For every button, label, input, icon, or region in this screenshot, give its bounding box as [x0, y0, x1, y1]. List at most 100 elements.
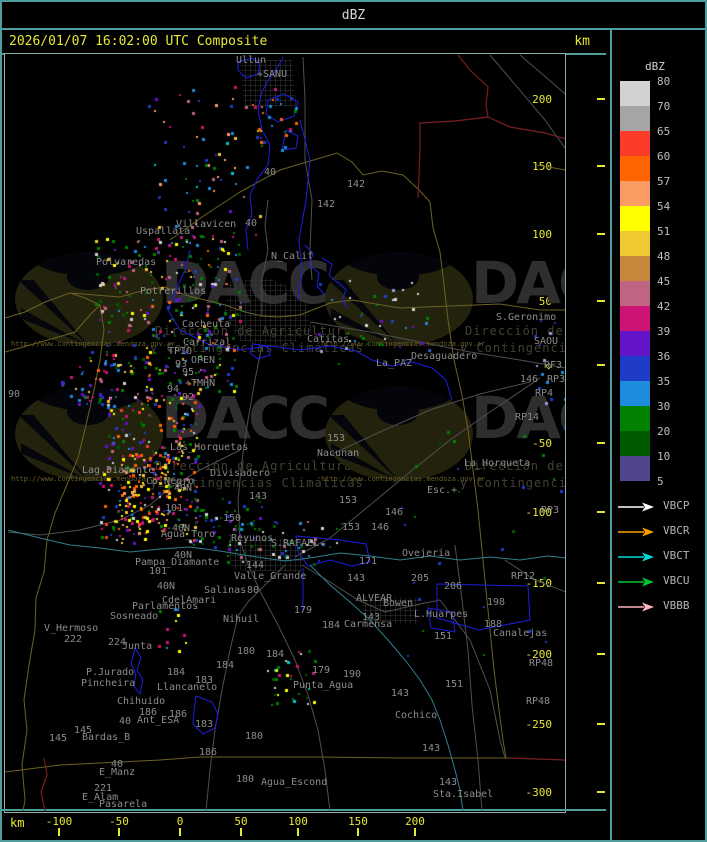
map-label: Carrizal — [183, 337, 232, 348]
map-label: 40 — [245, 218, 258, 229]
map-label: Bowen — [383, 598, 414, 609]
legend-scale-value: 35 — [657, 375, 671, 388]
map-label: 222 — [64, 634, 83, 645]
bottom-axis-unit-label: km — [10, 816, 25, 830]
legend-scale-value: 20 — [657, 425, 671, 438]
legend-scale-value: 60 — [657, 150, 671, 163]
map-label: 142 — [317, 199, 336, 210]
map-label: 186 — [169, 709, 188, 720]
date-row: 2026/01/07 16:02:00 UTC Composite km — [2, 30, 606, 55]
legend-scale-value: 65 — [657, 125, 671, 138]
map-label: 153 — [327, 433, 346, 444]
map-label: 146 — [371, 522, 390, 533]
map-label: 143 — [249, 491, 268, 502]
legend-scale-value: 48 — [657, 250, 671, 263]
legend-color-swatch — [620, 156, 650, 181]
map-label: 142 — [347, 179, 366, 190]
map-label: 101 — [149, 566, 168, 577]
map-label: Catitas — [307, 334, 350, 345]
vector-label: VBCU — [663, 574, 690, 587]
map-label: 206 — [444, 581, 463, 592]
map-label: 205 — [411, 573, 430, 584]
vector-arrow-icon — [618, 577, 654, 587]
legend-color-swatch — [620, 406, 650, 431]
legend-color-swatch — [620, 256, 650, 281]
map-label: 40N — [174, 483, 193, 494]
map-label: 40N — [157, 581, 176, 592]
map-label: RP48 — [526, 696, 551, 707]
map-label: RP3 — [547, 374, 566, 385]
map-label: 179 — [312, 665, 331, 676]
map-label: La_Horqueta — [464, 458, 531, 469]
map-label: 180 — [237, 646, 256, 657]
map-label: 190 — [343, 669, 362, 680]
map-label: Salinas — [204, 585, 247, 596]
map-label: 183 — [195, 675, 214, 686]
map-label: Polvaredas — [96, 257, 157, 268]
legend-title: dBZ — [645, 60, 665, 73]
map-label: 184 — [167, 667, 186, 678]
legend-color-swatch — [620, 81, 650, 106]
legend-color-swatch — [620, 181, 650, 206]
map-label: 94 — [167, 384, 180, 395]
window-title: dBZ — [341, 7, 366, 23]
map-label: 151 — [445, 679, 464, 690]
map-label: Llancanelo — [157, 682, 218, 693]
map-label: 143 — [439, 777, 458, 788]
map-label: S.Geronimo — [496, 312, 557, 323]
map-label: Nihuil — [223, 614, 260, 625]
map-label: 93 — [175, 359, 188, 370]
bottom-axis: km -100 -50 0 50 100 150 200 — [2, 809, 606, 840]
map-label: Ovejeria — [402, 548, 451, 559]
map-label: 40 — [119, 716, 132, 727]
legend-scale-value: 42 — [657, 300, 671, 313]
map-label: RF3 — [544, 360, 563, 371]
legend-scale-value: 10 — [657, 450, 671, 463]
legend-scale-value: 57 — [657, 175, 671, 188]
map-label: E_Alam — [82, 792, 119, 803]
map-label: Cacheuta — [182, 319, 231, 330]
vector-label: VBCR — [663, 524, 690, 537]
legend-panel: dBZ 80 70 65 60 57 54 51 48 45 42 39 36 35 30 20 10 5 VB… — [610, 30, 705, 840]
map-label: Carmensa — [344, 619, 393, 630]
map-label: Parlamentos — [132, 601, 199, 612]
map-label: 80 — [247, 585, 260, 596]
map-label: 179 — [294, 605, 313, 616]
map-label: SAOU — [534, 336, 559, 347]
map-label: 151 — [434, 631, 453, 642]
map-label: 145 — [49, 733, 68, 744]
map-label: Ant_ESA — [137, 715, 180, 726]
map-label: 40 — [111, 759, 124, 770]
map-label: 143 — [391, 688, 410, 699]
map-label: Pincheira — [81, 678, 136, 689]
map-label: +TMHN — [185, 378, 216, 389]
map-label: 40N — [174, 550, 193, 561]
timestamp-text: 2026/01/07 16:02:00 UTC Composite — [9, 34, 268, 49]
map-label: Villavicen — [176, 219, 237, 230]
map-label: Uspallata — [136, 226, 191, 237]
vector-arrow-icon — [618, 502, 654, 512]
vector-label: VBCT — [663, 549, 690, 562]
map-label: Co_Negro — [146, 476, 195, 487]
map-label: CdelAmari — [162, 595, 217, 606]
vector-label: VBBB — [663, 599, 690, 612]
legend-color-swatch — [620, 331, 650, 356]
map-label: S.RAFAEL — [271, 538, 320, 549]
map-label: 143 — [362, 612, 381, 623]
map-label: ALVEAR — [356, 593, 393, 604]
map-label: Potrerillos — [140, 286, 207, 297]
legend-scale-value: 70 — [657, 100, 671, 113]
legend-scale-value: 30 — [657, 400, 671, 413]
map-label: Reyunos — [231, 533, 274, 544]
map-label: +SANU — [257, 69, 288, 80]
map-label: 184 — [266, 649, 285, 660]
legend-color-swatch — [620, 231, 650, 256]
map-label: Pampa_Diamante — [135, 557, 220, 568]
map-label: 224 — [108, 637, 127, 648]
map-label: 186 — [139, 707, 158, 718]
map-label: La_PAZ — [376, 358, 413, 369]
legend-color-swatch — [620, 131, 650, 156]
map-label: Lag.Diamante — [82, 465, 155, 476]
map-label: 146 — [385, 507, 404, 518]
map-label: RP12 — [511, 571, 536, 582]
